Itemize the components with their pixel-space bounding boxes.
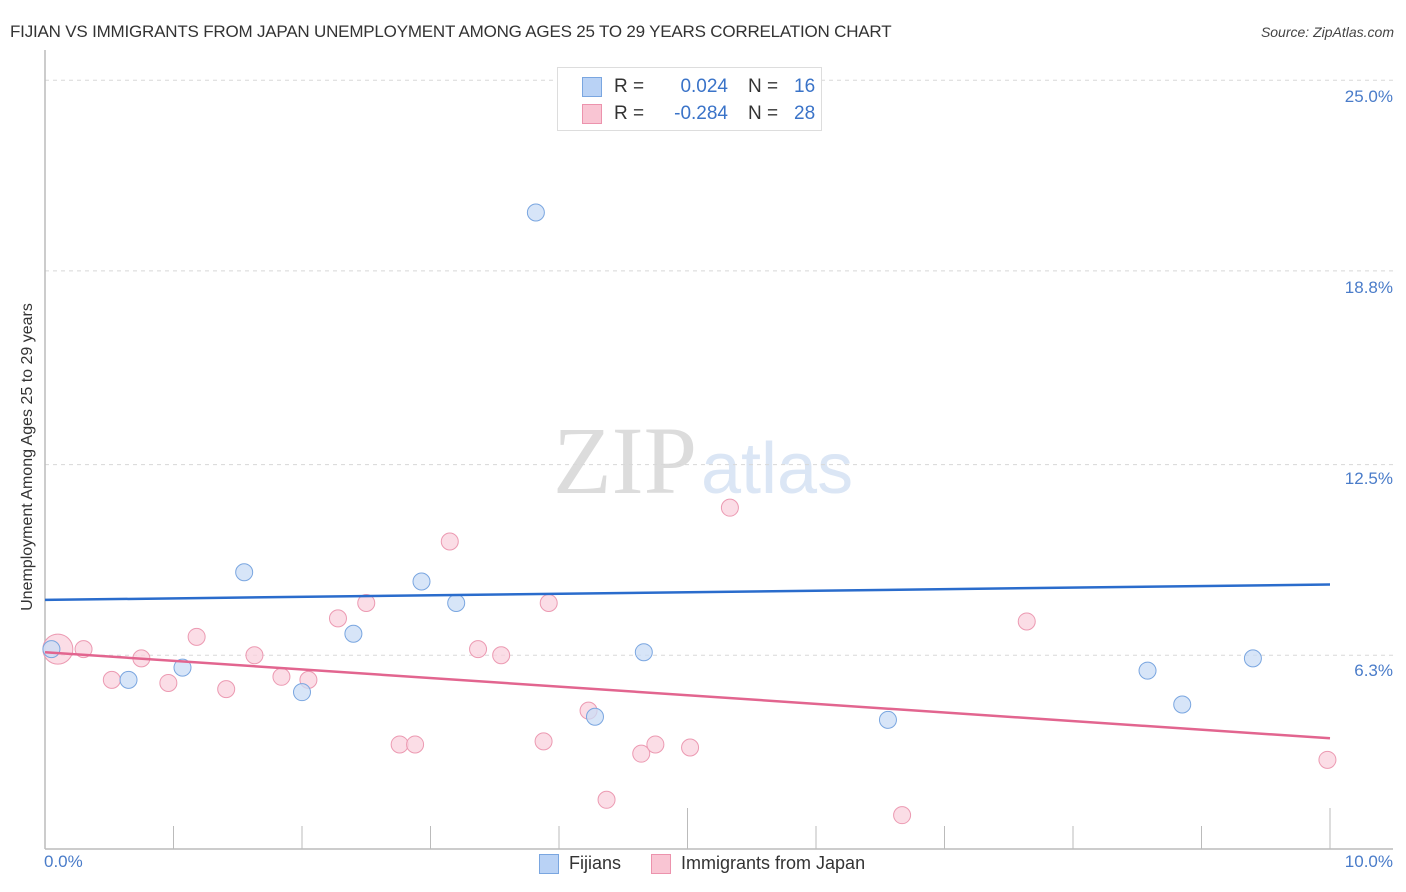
y-tick-6-3: 6.3%: [1354, 661, 1393, 680]
x-tick-0: 0.0%: [44, 852, 83, 871]
data-point[interactable]: [235, 563, 254, 582]
series-immigrants-japan-points: [42, 498, 1337, 825]
immigrants-japan-trend-line: [44, 650, 1331, 740]
r-value: 0.024: [680, 76, 728, 97]
data-point[interactable]: [102, 670, 121, 689]
n-label: N =: [748, 76, 779, 97]
data-point[interactable]: [526, 203, 545, 222]
data-point[interactable]: [492, 646, 511, 665]
fijians-swatch-icon: [539, 853, 559, 874]
data-point[interactable]: [469, 640, 488, 659]
data-point[interactable]: [344, 624, 363, 643]
immigrants-japan-swatch-icon: [651, 853, 672, 874]
data-point[interactable]: [328, 609, 347, 628]
watermark-atlas: atlas: [701, 429, 854, 509]
y-tick-25: 25.0%: [1344, 87, 1393, 106]
data-point[interactable]: [634, 643, 653, 662]
data-point[interactable]: [597, 790, 616, 809]
data-point[interactable]: [293, 683, 311, 702]
data-point[interactable]: [412, 572, 431, 591]
data-point[interactable]: [159, 673, 178, 692]
legend-label-immigrants-japan: Immigrants from Japan: [681, 853, 866, 873]
fijians-swatch-icon: [582, 77, 602, 97]
immigrants-japan-swatch-icon: [582, 104, 602, 124]
source-label: Source: ZipAtlas.com: [1260, 24, 1394, 40]
data-point[interactable]: [187, 627, 206, 646]
y-tick-18-8: 18.8%: [1344, 278, 1393, 297]
watermark-zip: ZIP: [553, 407, 697, 514]
data-point[interactable]: [1138, 661, 1157, 680]
legend-item-immigrants-japan[interactable]: Immigrants from Japan: [651, 853, 865, 874]
y-axis-label: Unemployment Among Ages 25 to 29 years: [19, 303, 36, 611]
data-point[interactable]: [357, 594, 376, 612]
data-point[interactable]: [534, 732, 553, 751]
data-point[interactable]: [42, 640, 61, 659]
stats-legend-fijians: R = 0.024 N = 16: [582, 75, 815, 99]
data-point[interactable]: [632, 744, 651, 763]
fijians-trend-line: [44, 583, 1331, 602]
x-tick-10: 10.0%: [1344, 852, 1393, 871]
data-point[interactable]: [681, 738, 700, 757]
data-point[interactable]: [1318, 750, 1337, 769]
data-point[interactable]: [878, 710, 897, 729]
n-value: 28: [794, 103, 816, 124]
data-point[interactable]: [585, 707, 604, 726]
y-tick-12-5: 12.5%: [1344, 469, 1393, 488]
legend-label-fijians: Fijians: [569, 853, 622, 873]
data-point[interactable]: [119, 670, 138, 689]
stats-legend-immigrants-japan: R = -0.284 N = 28: [582, 102, 815, 126]
data-point[interactable]: [447, 594, 466, 612]
data-point[interactable]: [245, 646, 264, 665]
legend-item-fijians[interactable]: Fijians: [539, 853, 621, 874]
n-value: 16: [794, 76, 816, 97]
watermark: ZIPatlas: [553, 405, 853, 516]
data-point[interactable]: [406, 735, 425, 754]
data-point[interactable]: [539, 594, 558, 612]
data-point[interactable]: [272, 667, 291, 686]
x-tick-marks: [173, 808, 1331, 849]
data-point[interactable]: [217, 680, 236, 699]
data-point[interactable]: [390, 735, 409, 754]
data-point[interactable]: [893, 806, 912, 825]
data-point[interactable]: [646, 735, 665, 754]
data-point[interactable]: [440, 532, 459, 551]
series-legend: Fijians Immigrants from Japan: [539, 853, 895, 874]
r-label: R =: [614, 103, 645, 124]
chart-title: FIJIAN VS IMMIGRANTS FROM JAPAN UNEMPLOY…: [10, 22, 892, 41]
r-label: R =: [614, 76, 645, 97]
data-point[interactable]: [1173, 695, 1192, 714]
n-label: N =: [748, 103, 779, 124]
data-point[interactable]: [1017, 612, 1036, 631]
r-value: -0.284: [674, 103, 728, 124]
data-point[interactable]: [720, 498, 739, 517]
data-point[interactable]: [173, 658, 192, 677]
series-fijians-points: [42, 71, 1262, 729]
stats-legend: R = 0.024 N = 16 R = -0.284 N = 28: [557, 67, 822, 131]
data-point[interactable]: [1243, 649, 1262, 668]
